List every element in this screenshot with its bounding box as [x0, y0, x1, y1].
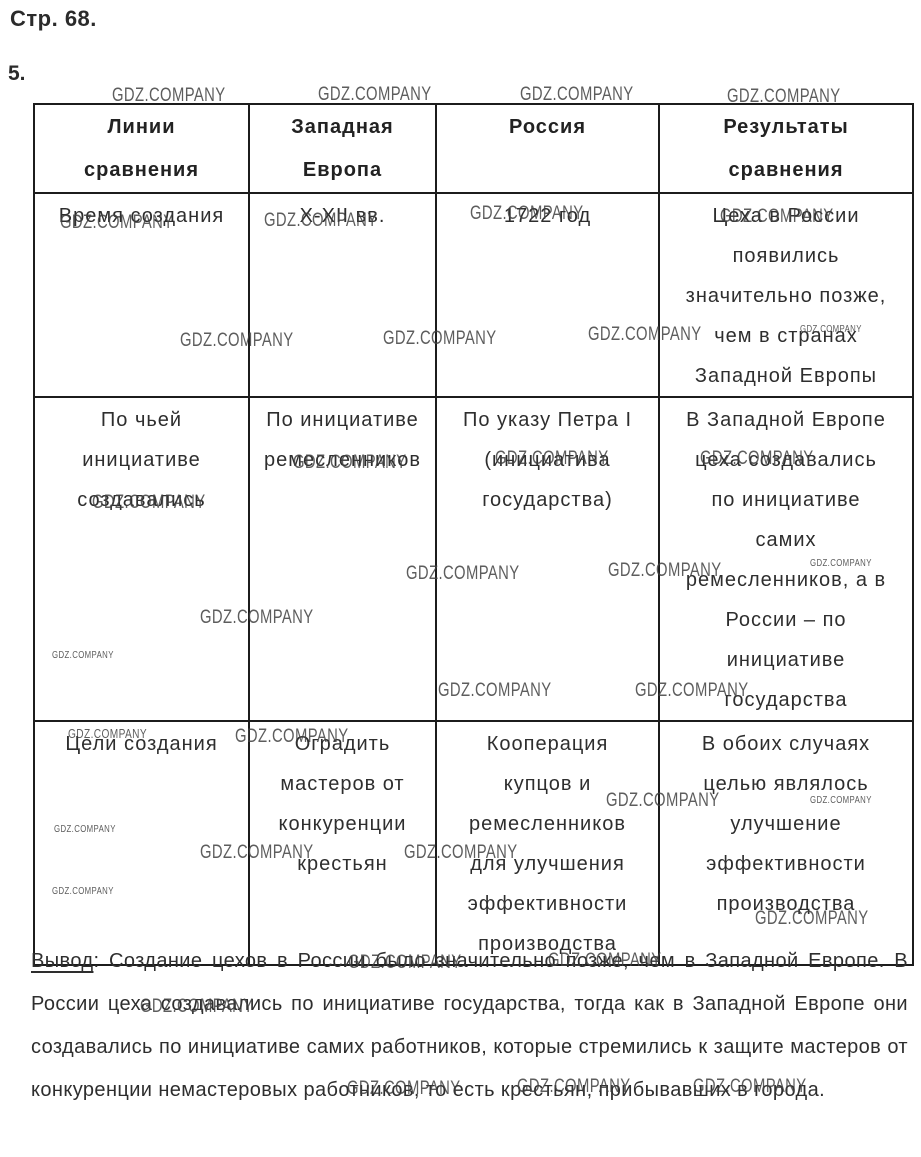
watermark-text: GDZ.COMPANY	[727, 86, 841, 107]
table-cell: Время создания	[33, 192, 250, 398]
watermark-text: GDZ.COMPANY	[755, 908, 869, 929]
watermark-text: GDZ.COMPANY	[293, 452, 407, 473]
watermark-text: GDZ.COMPANY	[548, 950, 662, 971]
watermark-text: GDZ.COMPANY	[52, 886, 114, 897]
watermark-text: GDZ.COMPANY	[470, 203, 584, 224]
watermark-text: GDZ.COMPANY	[608, 560, 722, 581]
table-cell: X-XII вв.	[248, 192, 437, 398]
header-comparison-lines: Линии сравнения	[33, 103, 250, 194]
table-cell: Оградить мастеров от конкуренции крестья…	[248, 720, 437, 966]
comparison-table: Линии сравнения Западная Европа Россия Р…	[33, 103, 914, 966]
conclusion-text: : Создание цехов в России было значитель…	[31, 950, 908, 1101]
table-cell: По чьей инициативе создавались	[33, 396, 250, 722]
header-western-europe: Западная Европа	[248, 103, 437, 194]
exercise-number: 5.	[8, 62, 26, 85]
watermark-text: GDZ.COMPANY	[200, 842, 314, 863]
watermark-text: GDZ.COMPANY	[200, 607, 314, 628]
watermark-text: GDZ.COMPANY	[588, 324, 702, 345]
watermark-text: GDZ.COMPANY	[68, 726, 148, 741]
table-row: Цели создания Оградить мастеров от конку…	[33, 720, 914, 966]
header-comparison-results: Результаты сравнения	[658, 103, 914, 194]
watermark-text: GDZ.COMPANY	[800, 324, 862, 335]
watermark-text: GDZ.COMPANY	[520, 84, 634, 105]
page-number: Стр. 68.	[10, 6, 97, 31]
watermark-text: GDZ.COMPANY	[810, 795, 872, 806]
watermark-text: GDZ.COMPANY	[347, 1078, 461, 1099]
watermark-text: GDZ.COMPANY	[112, 85, 226, 106]
watermark-text: GDZ.COMPANY	[700, 448, 814, 469]
watermark-text: GDZ.COMPANY	[318, 84, 432, 105]
conclusion-paragraph: Вывод: Создание цехов в России было знач…	[31, 940, 908, 1112]
watermark-text: GDZ.COMPANY	[635, 680, 749, 701]
watermark-text: GDZ.COMPANY	[383, 328, 497, 349]
watermark-text: GDZ.COMPANY	[180, 330, 294, 351]
table-cell: Кооперация купцов и ремесленников для ул…	[435, 720, 660, 966]
watermark-text: GDZ.COMPANY	[495, 448, 609, 469]
conclusion-label: Вывод	[31, 950, 94, 972]
table-cell: В обоих случаях целью являлось улучшение…	[658, 720, 914, 966]
watermark-text: GDZ.COMPANY	[606, 790, 720, 811]
table-cell: По инициативе ремесленников	[248, 396, 437, 722]
table-cell: Цели создания	[33, 720, 250, 966]
table-header-row: Линии сравнения Западная Европа Россия Р…	[33, 103, 914, 194]
watermark-text: GDZ.COMPANY	[810, 558, 872, 569]
watermark-text: GDZ.COMPANY	[693, 1076, 807, 1097]
table-cell: По указу Петра I (инициатива государства…	[435, 396, 660, 722]
watermark-text: GDZ.COMPANY	[52, 650, 114, 661]
table-cell: Цеха в России появились значительно позж…	[658, 192, 914, 398]
watermark-text: GDZ.COMPANY	[235, 726, 349, 747]
watermark-text: GDZ.COMPANY	[438, 680, 552, 701]
watermark-text: GDZ.COMPANY	[92, 492, 206, 513]
watermark-text: GDZ.COMPANY	[406, 563, 520, 584]
table-cell: 1722 год	[435, 192, 660, 398]
watermark-text: GDZ.COMPANY	[54, 824, 116, 835]
table-row: Время создания X-XII вв. 1722 год Цеха в…	[33, 192, 914, 398]
watermark-text: GDZ.COMPANY	[140, 996, 254, 1017]
table-row: По чьей инициативе создавались По инициа…	[33, 396, 914, 722]
watermark-text: GDZ.COMPANY	[517, 1076, 631, 1097]
watermark-text: GDZ.COMPANY	[720, 206, 834, 227]
watermark-text: GDZ.COMPANY	[348, 952, 462, 973]
watermark-text: GDZ.COMPANY	[264, 210, 378, 231]
header-russia: Россия	[435, 103, 660, 194]
watermark-text: GDZ.COMPANY	[60, 212, 174, 233]
watermark-text: GDZ.COMPANY	[404, 842, 518, 863]
table-cell: В Западной Европе цеха создавались по ин…	[658, 396, 914, 722]
